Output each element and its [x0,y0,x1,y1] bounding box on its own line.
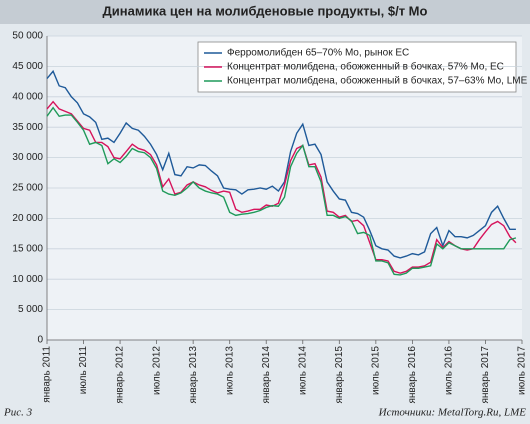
source: Источники: MetalTorg.Ru, LME [378,407,527,419]
y-tick-label: 15 000 [12,243,43,254]
x-tick-label: июль 2011 [78,346,89,395]
x-tick-label: январь 2012 [115,346,126,404]
y-tick-label: 10 000 [12,274,43,285]
y-tick-label: 40 000 [12,91,43,102]
y-tick-label: 20 000 [12,213,43,224]
x-tick-label: июль 2014 [297,346,308,395]
caption: Рис. 3 [3,407,33,419]
title-bar [0,0,530,24]
x-tick-label: январь 2011 [42,346,53,403]
y-tick-label: 50 000 [12,31,43,42]
x-tick-label: июль 2016 [444,346,455,395]
y-tick-label: 5 000 [18,304,43,315]
legend-label: Концентрат молибдена, обожженный в бочка… [227,75,528,87]
chart-title: Динамика цен на молибденовые продукты, $… [103,3,428,18]
x-tick-label: январь 2013 [188,346,199,404]
legend [197,41,517,93]
y-tick-label: 45 000 [12,61,43,72]
x-tick-label: январь 2015 [334,346,345,404]
legend-label: Ферромолибден 65–70% Mo, рынок ЕС [227,47,409,59]
x-tick-label: июль 2015 [370,346,381,395]
y-tick-label: 35 000 [12,122,43,133]
y-tick-label: 0 [37,335,43,346]
x-tick-label: июль 2013 [224,346,235,395]
x-tick-label: июль 2017 [517,346,528,395]
x-tick-label: январь 2014 [261,346,272,404]
x-tick-label: июль 2012 [151,346,162,395]
y-tick-label: 25 000 [12,183,43,194]
line-series [46,69,516,259]
y-tick-label: 30 000 [12,152,43,163]
x-tick-label: январь 2017 [480,346,491,404]
x-tick-label: январь 2016 [407,346,418,404]
legend-label: Концентрат молибдена, обожженный в бочка… [227,61,504,73]
line-series [46,100,517,274]
line-series [46,106,517,276]
